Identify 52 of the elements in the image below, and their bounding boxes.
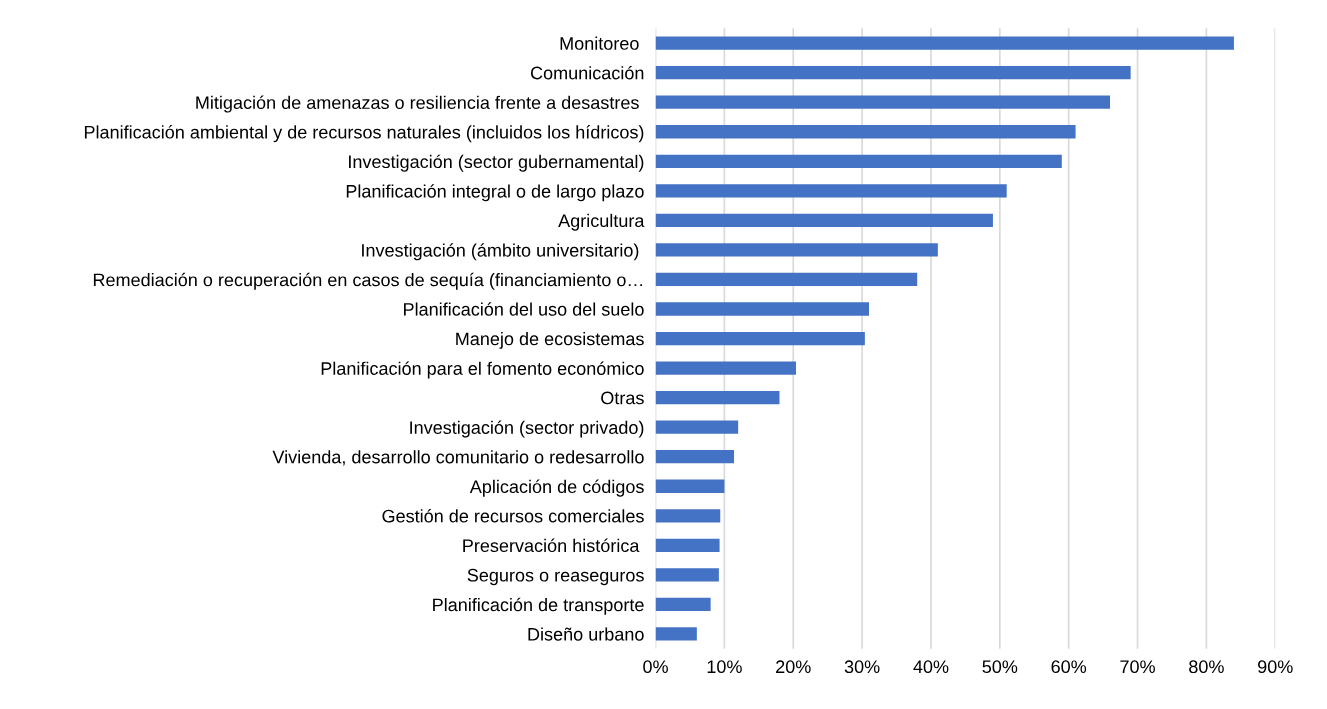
y-tick-label: Investigación (sector privado) xyxy=(410,420,644,438)
x-tick-label: 40% xyxy=(913,660,949,674)
bar xyxy=(655,125,1076,139)
y-tick-label: Planificación de transporte xyxy=(433,597,644,615)
bar xyxy=(655,302,869,316)
y-tick-label: Aplicación de códigos xyxy=(469,479,644,497)
bar xyxy=(655,509,721,523)
bar xyxy=(655,243,938,257)
y-tick-label: Diseño urbano xyxy=(528,627,644,641)
bar xyxy=(655,361,797,375)
x-tick-label: 90% xyxy=(1258,660,1293,674)
y-tick-label: Investigación (ámbito universitario) xyxy=(362,243,639,261)
bar xyxy=(655,420,739,434)
y-tick-label: Comunicación xyxy=(530,65,644,80)
bar xyxy=(655,272,918,287)
bar xyxy=(655,184,1007,198)
bar xyxy=(655,538,720,552)
y-tick-label: Planificación integral o de largo plazo xyxy=(346,184,644,202)
y-tick-label: Vivienda, desarrollo comunitario o redesarrollo xyxy=(272,450,644,466)
bar xyxy=(655,66,1131,80)
y-tick-label: Seguros o reaseguros xyxy=(467,568,644,586)
y-tick-label: Agricultura xyxy=(558,213,645,231)
y-tick-label: Preservación histórica xyxy=(463,538,640,553)
x-tick-label: 20% xyxy=(776,660,811,674)
bar xyxy=(655,450,735,464)
x-tick-label: 50% xyxy=(982,660,1018,674)
y-tick-label: Mitigación de amenazas o resiliencia frente a desastres xyxy=(196,95,639,113)
y-tick-label: Planificación para el fomento económico xyxy=(321,361,644,379)
x-tick-label: 80% xyxy=(1189,660,1224,674)
bar xyxy=(655,331,865,346)
bar xyxy=(655,213,993,228)
bar xyxy=(655,390,780,405)
y-tick-label: Manejo de ecosistemas xyxy=(456,332,644,349)
x-tick-label: 60% xyxy=(1051,660,1087,674)
x-tick-label: 30% xyxy=(844,660,880,674)
bar xyxy=(655,95,1110,109)
y-tick-label: Otras xyxy=(601,391,644,405)
x-tick-label: 70% xyxy=(1120,660,1155,674)
y-tick-label: Planificación del uso del suelo xyxy=(404,302,644,316)
y-tick-label: Planificación ambiental y de recursos naturales (incluidos los hídricos) xyxy=(84,125,644,143)
x-tick-label: 10% xyxy=(707,660,742,674)
bar xyxy=(655,627,697,641)
y-tick-label: Monitoreo xyxy=(560,36,639,50)
bar xyxy=(655,568,719,582)
x-tick-label: 0% xyxy=(643,660,668,674)
bar xyxy=(655,154,1062,168)
bar xyxy=(655,597,711,612)
y-tick-label: Investigación (sector gubernamental) xyxy=(349,154,644,172)
y-tick-label: Gestión de recursos comerciales xyxy=(382,509,644,523)
bar xyxy=(655,36,1234,50)
bar xyxy=(655,479,725,493)
y-tick-label: Remediación o recuperación en casos de sequía (financiamiento o… xyxy=(93,272,643,290)
